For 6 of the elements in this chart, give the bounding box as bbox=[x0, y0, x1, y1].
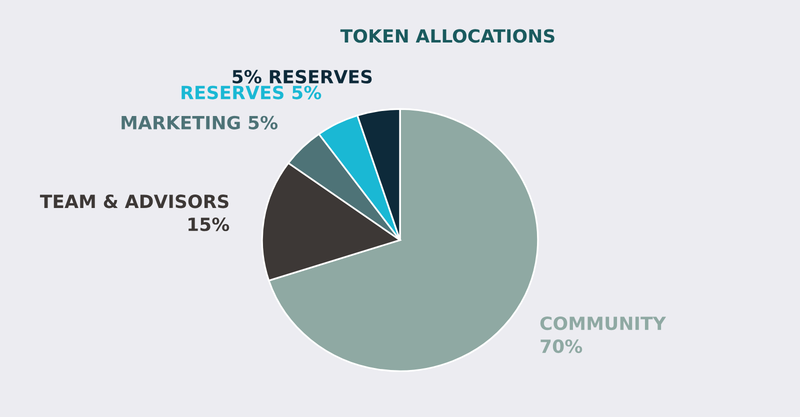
slice-label: COMMUNITY 70% bbox=[540, 316, 666, 354]
slice-label: MARKETING 5% bbox=[122, 116, 278, 130]
slice-label: TEAM & ADVISORS 15% bbox=[40, 194, 230, 232]
chart-title: TOKEN ALLOCATIONS bbox=[340, 29, 554, 43]
slice-label: RESERVES 5% bbox=[182, 86, 322, 100]
slice-label: 5% RESERVES bbox=[232, 70, 372, 84]
